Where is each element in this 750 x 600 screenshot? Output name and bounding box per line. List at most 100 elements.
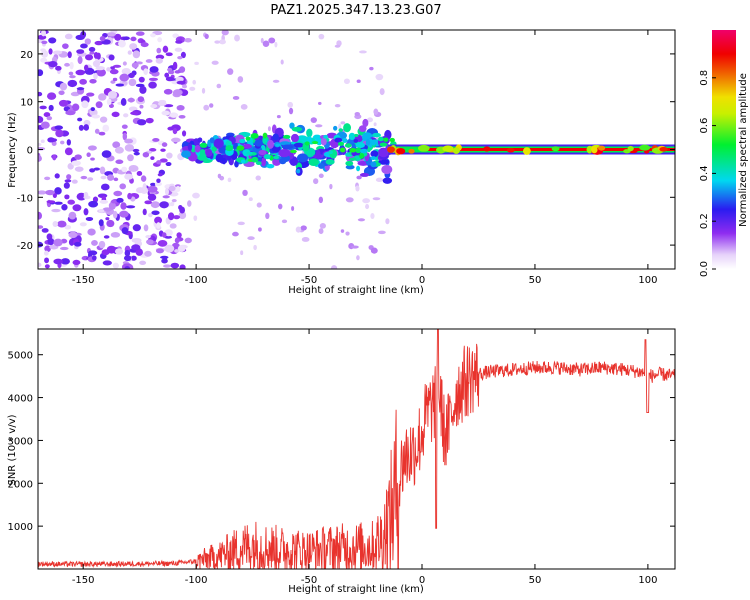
spectrogram-cell: [355, 185, 360, 192]
spectrogram-cell: [181, 130, 187, 137]
spectrogram-cell: [59, 246, 69, 251]
spectrogram-cell: [176, 80, 186, 85]
spectrogram-cell: [139, 85, 147, 94]
spectrogram-cell: [306, 128, 313, 138]
spectrogram-cell: [109, 69, 119, 75]
spectrogram-cell: [156, 160, 162, 165]
spectrogram-cell: [369, 66, 374, 71]
spectrogram-cell: [38, 190, 47, 195]
spectrogram-cell: [373, 108, 379, 115]
spectrogram-cell: [129, 43, 138, 50]
spectrogram-cell: [130, 111, 139, 116]
spectrogram-cell: [345, 231, 350, 236]
spectrogram-cell: [132, 50, 141, 59]
spectrogram-cell: [94, 128, 100, 134]
spectrogram-cell: [339, 147, 346, 153]
spectrogram-cell: [258, 227, 262, 232]
spectrogram-cell: [340, 229, 345, 233]
spectrogram-cell: [159, 158, 168, 163]
spectrogram-cell: [79, 78, 87, 85]
spectrogram-cell: [165, 52, 173, 57]
spectrogram-cell: [254, 139, 264, 147]
spectrogram-cell: [172, 33, 179, 39]
spectrogram-cell: [83, 191, 89, 199]
spectrogram-cell: [52, 50, 63, 55]
snr-xtick-label: -150: [72, 575, 95, 586]
spectrogram-cell: [128, 78, 137, 87]
spectrogram-cell: [334, 44, 341, 48]
spectrogram-cell: [40, 57, 48, 63]
spectrogram-cell: [240, 104, 248, 110]
spectrogram-cell: [365, 139, 371, 146]
spectrogram-cell: [136, 171, 143, 176]
spectrogram-cell: [165, 76, 175, 82]
figure-title: PAZ1.2025.347.13.23.G07: [270, 3, 441, 18]
snr-ylabel: SNR (10 * v/v): [7, 414, 18, 485]
spectrogram-cell: [184, 38, 192, 43]
snr-xtick-label: -100: [185, 575, 208, 586]
spectrogram-cell: [164, 235, 172, 239]
spectrogram-cell: [337, 141, 345, 146]
spectrogram-cell: [107, 90, 118, 99]
spectrogram-cell: [131, 62, 139, 69]
spectrogram-cell: [329, 183, 333, 190]
spectrogram-cell: [81, 100, 89, 109]
spectrogram-cell: [46, 92, 57, 100]
spectrogram-cell: [161, 232, 167, 238]
spectrogram-cell: [107, 174, 115, 181]
spectrogram-cell: [288, 107, 294, 115]
spectrogram-cell: [216, 83, 222, 89]
spectrogram-cell: [69, 75, 76, 79]
spectrogram-cell: [61, 204, 68, 211]
spectrogram-cell: [124, 138, 134, 144]
spectrogram-cell: [370, 247, 378, 254]
spectrogram-cell: [342, 138, 348, 144]
spectrogram-cell: [40, 48, 46, 52]
spectrogram-cell: [106, 219, 115, 228]
spectrogram-cell: [79, 222, 87, 227]
tone-blob: [627, 145, 634, 152]
spectrogram-cell: [139, 260, 147, 265]
snr-xtick-label: 100: [638, 575, 657, 586]
spectrogram-cell: [378, 136, 384, 142]
spectrogram-cell: [72, 204, 82, 212]
spectrogram-cell: [385, 218, 390, 225]
spectrogram-cell: [126, 205, 136, 209]
spectrogram-cell: [121, 227, 129, 235]
spectrogram-cell: [362, 118, 369, 128]
spectrogram-cell: [38, 91, 43, 97]
spectrogram-cell: [234, 34, 240, 42]
spectrogram-cell: [179, 264, 186, 269]
snr-frame: [37, 328, 676, 570]
spectrogram-cell: [114, 248, 124, 255]
spectrogram-cell: [53, 238, 63, 247]
spectrogram-cell: [150, 201, 160, 209]
spectrogram-cell: [319, 222, 326, 229]
spectrogram-cell: [176, 232, 182, 238]
spectrogram-xtick-label: -150: [72, 275, 95, 286]
spectrogram-cell: [233, 141, 238, 152]
spectrogram-cell: [272, 133, 279, 141]
spectrogram-cell: [279, 141, 291, 146]
spectrogram-cell: [51, 208, 61, 213]
spectrogram-cell: [365, 204, 370, 210]
spectrogram-cell: [343, 78, 350, 85]
spectrogram-cell: [142, 183, 147, 191]
spectrogram-cell: [142, 208, 147, 216]
spectrogram-cell: [121, 166, 128, 172]
spectrogram-cell: [237, 76, 244, 83]
spectrogram-cell: [158, 101, 167, 107]
spectrogram-cell: [357, 218, 366, 222]
spectrogram-cell: [111, 200, 118, 204]
spectrogram-cell: [356, 175, 362, 180]
spectrogram-cell: [93, 51, 99, 59]
spectrogram-cell: [71, 160, 81, 166]
spectrogram-cell: [72, 259, 81, 266]
spectrogram-cell: [375, 177, 384, 182]
spectrogram-ytick-label: 10: [20, 98, 33, 109]
spectrogram-cell: [217, 173, 222, 179]
colorbar-ticks: 0.0 0.2 0.4 0.6 0.8: [699, 70, 716, 277]
spectrogram-cell: [156, 178, 161, 183]
spectrogram-cell: [156, 47, 162, 54]
spectrogram-cell: [287, 101, 294, 108]
